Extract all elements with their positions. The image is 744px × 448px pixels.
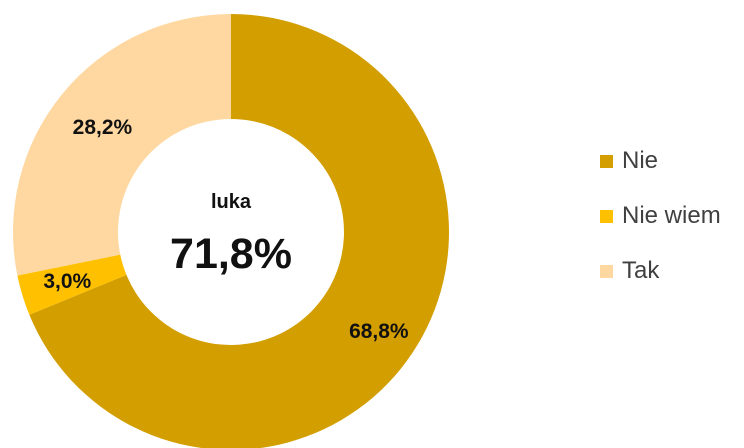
- slice-nie-wiem[interactable]: [17, 254, 127, 315]
- slice-tak[interactable]: [13, 14, 231, 276]
- legend-label-tak: Tak: [622, 257, 660, 284]
- slice-nie[interactable]: [29, 14, 449, 448]
- donut-slices: [13, 14, 449, 448]
- legend-swatch-tak: [600, 264, 613, 278]
- legend-swatch-nie: [600, 154, 613, 168]
- legend-label-nie: Nie: [622, 147, 659, 174]
- slice-label-nie-wiem: 3,0%: [43, 270, 91, 293]
- legend-item-nie-wiem[interactable]: Nie wiem: [600, 201, 721, 231]
- legend-swatch-nie-wiem: [600, 209, 613, 223]
- slice-label-tak: 28,2%: [73, 116, 133, 139]
- legend-item-tak[interactable]: Tak: [600, 256, 721, 286]
- center-value: 71,8%: [170, 230, 292, 278]
- center-title: luka: [211, 191, 252, 213]
- legend-item-nie[interactable]: Nie: [600, 146, 721, 176]
- legend: Nie Nie wiem Tak: [600, 146, 721, 286]
- legend-label-nie-wiem: Nie wiem: [622, 202, 721, 229]
- slice-label-nie: 68,8%: [349, 320, 409, 343]
- slice-labels: 68,8% 3,0% 28,2%: [43, 116, 409, 343]
